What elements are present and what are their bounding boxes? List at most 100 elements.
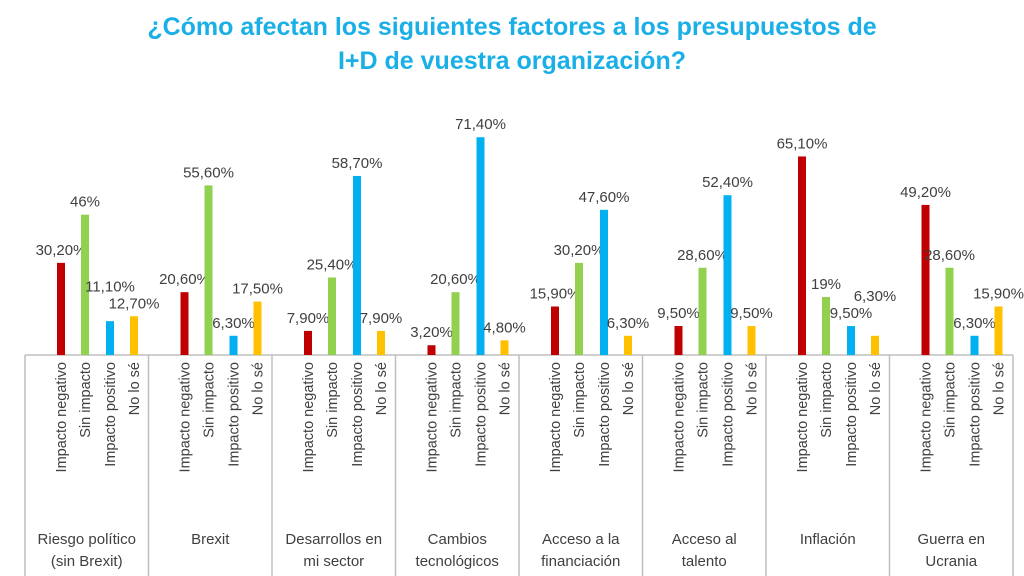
- bar-4-1: [427, 345, 436, 355]
- subcategory-label: Sin impacto: [943, 362, 959, 438]
- subcategory-label: No lo sé: [374, 362, 390, 415]
- data-label: 49,20%: [900, 184, 951, 201]
- subcategory-label: Impacto negativo: [795, 362, 811, 472]
- data-label: 9,50%: [730, 305, 773, 322]
- subcategory-label: Sin impacto: [819, 362, 835, 438]
- subcategory-label: No lo sé: [621, 362, 637, 415]
- group-label: tecnológicos: [416, 553, 499, 570]
- data-label: 3,20%: [410, 324, 453, 341]
- subcategory-label: Impacto positivo: [227, 362, 243, 467]
- data-label: 25,40%: [307, 257, 358, 274]
- subcategory-label: No lo sé: [745, 362, 761, 415]
- subcategory-label: Impacto positivo: [844, 362, 860, 467]
- group-label: Riesgo político: [38, 531, 136, 548]
- bar-6-3: [723, 195, 732, 355]
- subcategory-label: Impacto negativo: [54, 362, 70, 472]
- subcategory-label: Sin impacto: [449, 362, 465, 438]
- group-label: Cambios: [428, 531, 487, 548]
- group-label: Inflación: [800, 531, 856, 548]
- data-label: 47,60%: [579, 189, 630, 206]
- subcategory-label: Impacto positivo: [968, 362, 984, 467]
- group-label: financiación: [541, 553, 620, 570]
- subcategory-label: No lo sé: [992, 362, 1008, 415]
- data-label: 52,40%: [702, 174, 753, 191]
- data-label: 4,80%: [483, 319, 526, 336]
- subcategory-label: Sin impacto: [202, 362, 218, 438]
- data-label: 19%: [811, 276, 841, 293]
- bar-4-3: [476, 137, 485, 355]
- data-label: 7,90%: [287, 310, 330, 327]
- subcategory-label: Impacto positivo: [597, 362, 613, 467]
- data-label: 6,30%: [607, 315, 650, 332]
- data-label: 20,60%: [430, 271, 481, 288]
- group-label: Ucrania: [925, 553, 977, 570]
- subcategory-label: Sin impacto: [78, 362, 94, 438]
- group-label: talento: [682, 553, 727, 570]
- subcategory-label: Impacto negativo: [178, 362, 194, 472]
- chart-title: ¿Cómo afectan los siguientes factores a …: [0, 10, 1024, 78]
- data-label: 46%: [70, 194, 100, 211]
- data-label: 6,30%: [212, 315, 255, 332]
- bar-2-3: [229, 335, 238, 355]
- bar-1-3: [106, 321, 114, 355]
- subcategory-label: Impacto positivo: [103, 362, 119, 467]
- bar-6-4: [747, 326, 756, 355]
- data-label: 6,30%: [953, 315, 996, 332]
- bar-5-1: [551, 306, 559, 355]
- subcategory-label: Impacto negativo: [425, 362, 441, 472]
- chart-title-line-1: ¿Cómo afectan los siguientes factores a …: [147, 13, 877, 41]
- data-label: 6,30%: [854, 288, 897, 305]
- subcategory-label: No lo sé: [868, 362, 884, 415]
- chart-title-line-2: I+D de vuestra organización?: [337, 47, 686, 75]
- data-label: 11,10%: [85, 278, 135, 295]
- data-label: 30,20%: [554, 242, 605, 259]
- subcategory-label: Impacto positivo: [721, 362, 737, 467]
- bar-8-4: [994, 306, 1003, 355]
- group-label: (sin Brexit): [51, 553, 123, 570]
- bar-5-2: [575, 262, 583, 355]
- data-label: 17,50%: [232, 281, 283, 298]
- bar-7-4: [871, 335, 879, 355]
- subcategory-label: Impacto positivo: [474, 362, 490, 467]
- bar-1-4: [130, 316, 138, 355]
- data-label: 28,60%: [677, 247, 728, 264]
- bar-1-1: [57, 262, 65, 355]
- subcategory-label: Impacto negativo: [548, 362, 564, 472]
- bar-7-3: [847, 326, 855, 355]
- group-label: Acceso al: [672, 531, 737, 548]
- data-label: 15,90%: [530, 286, 581, 303]
- bar-6-1: [674, 326, 683, 355]
- data-label: 7,90%: [360, 310, 403, 327]
- bar-8-3: [970, 335, 979, 355]
- bar-3-3: [353, 175, 361, 355]
- bar-8-1: [921, 204, 930, 355]
- bar-3-2: [328, 277, 336, 355]
- group-label: Acceso a la: [542, 531, 620, 548]
- data-label: 71,40%: [455, 116, 506, 133]
- data-label: 20,60%: [159, 271, 210, 288]
- data-label: 12,70%: [109, 295, 160, 312]
- data-label: 55,60%: [183, 164, 234, 181]
- bar-7-2: [822, 297, 830, 355]
- group-label: mi sector: [303, 553, 364, 570]
- data-label: 9,50%: [830, 305, 873, 322]
- bar-4-2: [451, 292, 460, 355]
- group-label: Guerra en: [917, 531, 985, 548]
- group-label: Brexit: [191, 531, 230, 548]
- subcategory-label: No lo sé: [127, 362, 143, 415]
- bar-3-4: [377, 330, 385, 355]
- data-label: 65,10%: [777, 135, 828, 152]
- bar-3-1: [304, 330, 312, 355]
- bar-4-4: [500, 340, 509, 355]
- subcategory-label: Sin impacto: [572, 362, 588, 438]
- bar-7-1: [798, 156, 806, 355]
- data-label: 28,60%: [924, 247, 975, 264]
- data-label: 9,50%: [657, 305, 700, 322]
- bar-2-1: [180, 292, 189, 355]
- data-label: 30,20%: [36, 242, 87, 259]
- bar-5-3: [600, 209, 608, 355]
- subcategory-label: Sin impacto: [325, 362, 341, 438]
- subcategory-label: No lo sé: [251, 362, 267, 415]
- subcategory-label: Impacto negativo: [301, 362, 317, 472]
